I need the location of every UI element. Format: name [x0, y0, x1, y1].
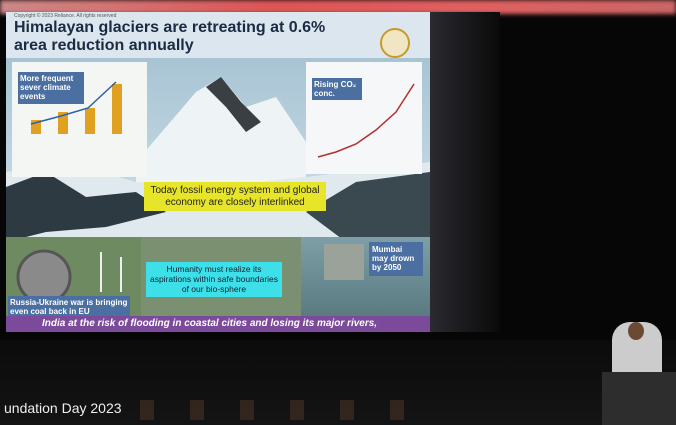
flowers — [140, 400, 440, 420]
callout: Mumbai may drown by 2050 — [369, 242, 423, 276]
callout: Today fossil energy system and global ec… — [144, 182, 326, 211]
callout: More frequent sever climate events — [18, 72, 84, 104]
event-banner: undation Day 2023 — [4, 400, 122, 416]
slide-title: Himalayan glaciers are retreating at 0.6… — [14, 19, 354, 56]
callout: Humanity must realize its aspirations wi… — [146, 262, 282, 297]
screen-glow — [430, 12, 500, 332]
logo — [380, 28, 410, 58]
bottom-line: India at the risk of flooding in coastal… — [42, 318, 377, 329]
photo: Copyright © 2023 Reliance. All rights re… — [0, 0, 676, 425]
podium — [602, 372, 676, 425]
bar-shape — [112, 84, 122, 134]
callout: Rising CO₂ conc. — [312, 78, 362, 100]
bar-shape — [85, 108, 95, 134]
gateway — [324, 244, 364, 280]
speaker-head — [628, 322, 644, 340]
slide: Copyright © 2023 Reliance. All rights re… — [6, 12, 430, 332]
